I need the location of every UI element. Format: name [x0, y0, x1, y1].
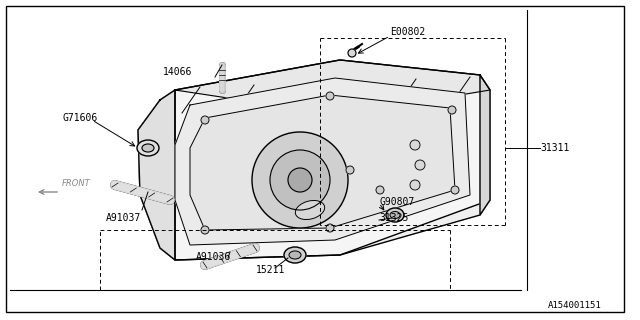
Circle shape	[326, 224, 334, 232]
Circle shape	[270, 150, 330, 210]
Polygon shape	[480, 75, 490, 215]
Ellipse shape	[137, 140, 159, 156]
Text: 31325: 31325	[379, 213, 408, 223]
Ellipse shape	[295, 200, 324, 220]
Ellipse shape	[289, 251, 301, 259]
Text: 14066: 14066	[163, 67, 193, 77]
Text: A91036: A91036	[196, 252, 231, 262]
Circle shape	[376, 186, 384, 194]
Circle shape	[348, 49, 356, 57]
Circle shape	[201, 116, 209, 124]
Ellipse shape	[386, 208, 404, 222]
Polygon shape	[138, 90, 175, 260]
Text: FRONT: FRONT	[62, 179, 91, 188]
Polygon shape	[138, 60, 490, 260]
Text: 15211: 15211	[256, 265, 285, 275]
Circle shape	[451, 186, 459, 194]
Polygon shape	[175, 78, 470, 245]
Ellipse shape	[284, 247, 306, 263]
Polygon shape	[175, 60, 490, 115]
Ellipse shape	[142, 144, 154, 152]
Polygon shape	[190, 95, 455, 230]
Text: 31311: 31311	[540, 143, 570, 153]
Circle shape	[346, 166, 354, 174]
Ellipse shape	[390, 212, 400, 219]
Circle shape	[410, 180, 420, 190]
Circle shape	[410, 140, 420, 150]
Circle shape	[201, 226, 209, 234]
Text: E00802: E00802	[390, 27, 425, 37]
Circle shape	[326, 92, 334, 100]
Circle shape	[288, 168, 312, 192]
Text: A91037: A91037	[106, 213, 141, 223]
Text: G71606: G71606	[62, 113, 97, 123]
Circle shape	[448, 106, 456, 114]
Text: A154001151: A154001151	[548, 301, 602, 310]
Text: G90807: G90807	[379, 197, 414, 207]
Circle shape	[252, 132, 348, 228]
Polygon shape	[175, 60, 490, 260]
Circle shape	[415, 160, 425, 170]
